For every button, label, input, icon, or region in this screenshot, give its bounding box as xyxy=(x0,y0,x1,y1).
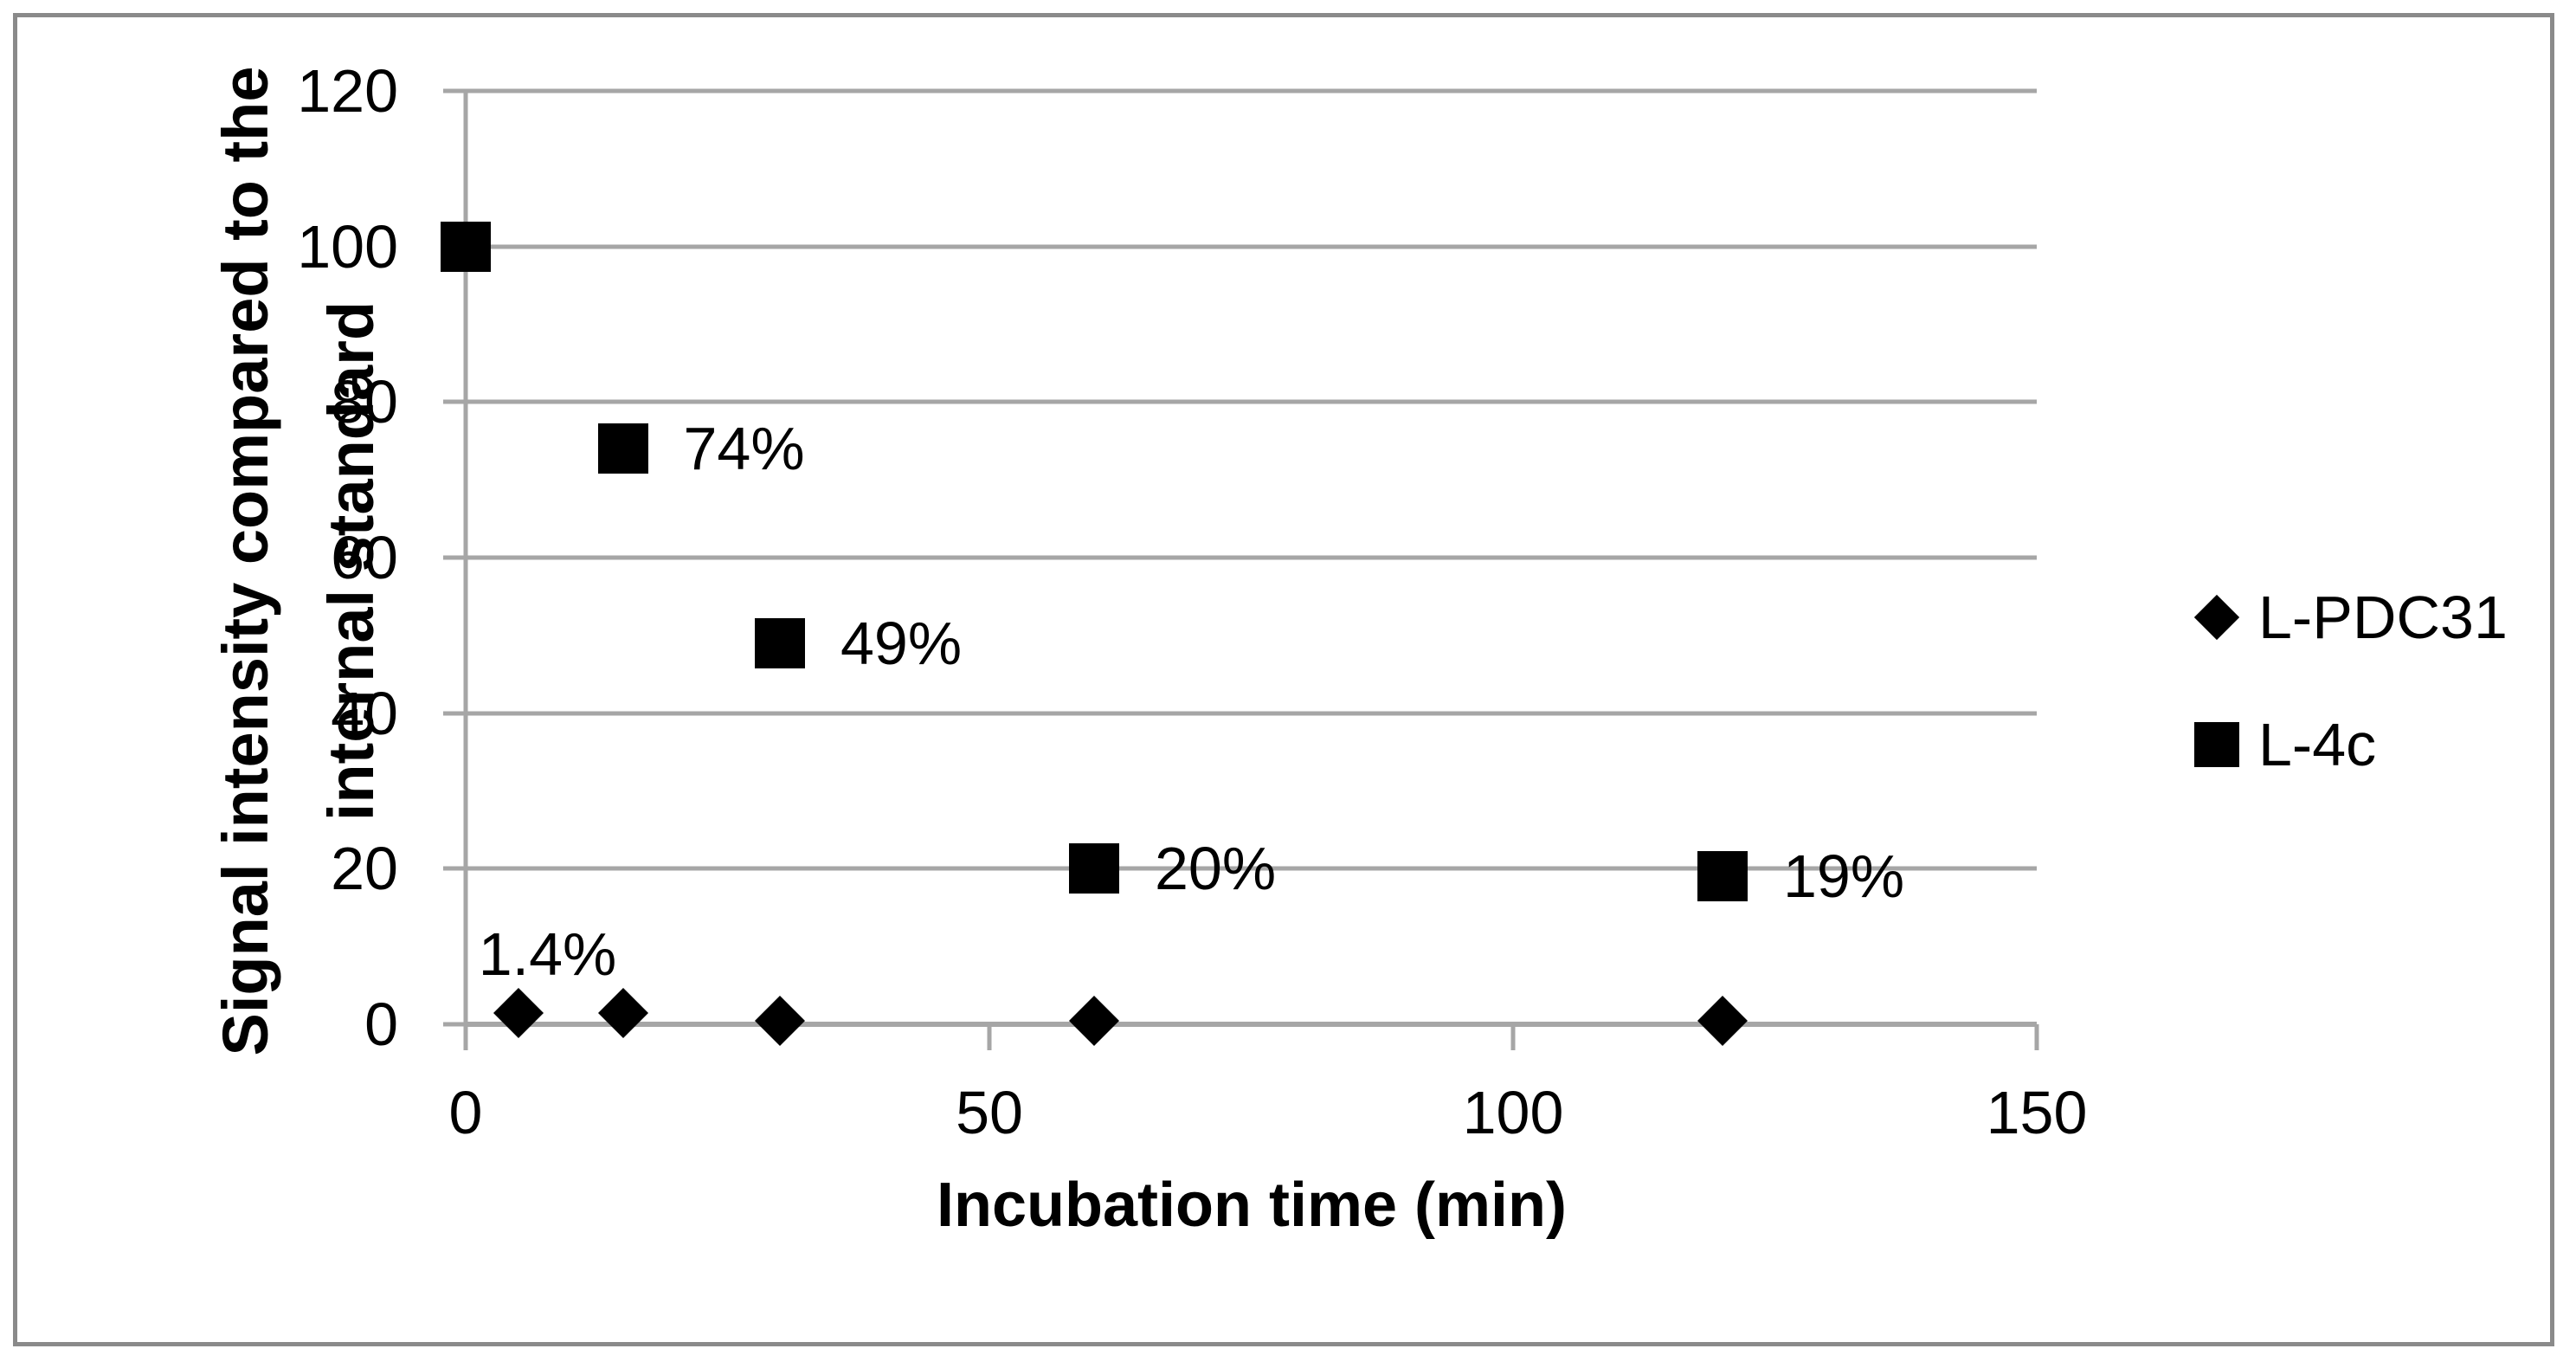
y-tick-label-40: 40 xyxy=(331,679,398,747)
diamond-marker-shape xyxy=(2193,594,2240,641)
x-tick-label-50: 50 xyxy=(956,1079,1023,1146)
legend-square-icon xyxy=(2193,720,2241,769)
grid-line-y-40 xyxy=(466,711,2037,716)
chart-outer-frame xyxy=(13,13,2554,1346)
y-tick-mark-40 xyxy=(443,711,466,716)
y-axis-title-line2: internal standard xyxy=(315,300,387,822)
x-axis-line xyxy=(466,1022,2037,1027)
x-tick-mark-150 xyxy=(2034,1024,2039,1050)
x-tick-mark-50 xyxy=(987,1024,992,1050)
data-label-20%: 20% xyxy=(1155,835,1277,903)
x-axis-title: Incubation time (min) xyxy=(937,1171,1567,1240)
square-marker-shape xyxy=(2194,722,2239,767)
y-axis-title-line1: Signal intensity compared to the xyxy=(209,66,281,1056)
data-point-L-4c-x15 xyxy=(597,423,648,474)
y-tick-mark-0 xyxy=(443,1022,466,1027)
grid-line-y-60 xyxy=(466,555,2037,560)
legend-label-L-4c: L-4c xyxy=(2258,711,2377,778)
data-label-74%: 74% xyxy=(683,415,805,483)
data-point-L-4c-x0 xyxy=(441,221,491,272)
y-tick-mark-20 xyxy=(443,866,466,871)
x-tick-label-150: 150 xyxy=(1986,1079,2088,1146)
y-tick-label-80: 80 xyxy=(331,368,398,436)
y-tick-mark-120 xyxy=(443,88,466,94)
y-axis-line xyxy=(463,91,468,1050)
legend-item-L-PDC31: L-PDC31 xyxy=(2193,587,2508,648)
y-tick-label-100: 100 xyxy=(297,212,398,281)
y-tick-label-60: 60 xyxy=(331,524,398,591)
grid-line-y-80 xyxy=(466,399,2037,404)
x-tick-label-0: 0 xyxy=(448,1079,483,1146)
y-tick-label-120: 120 xyxy=(297,57,398,125)
data-point-L-4c-x120 xyxy=(1697,851,1748,902)
y-tick-mark-80 xyxy=(443,399,466,404)
legend-label-L-PDC31: L-PDC31 xyxy=(2258,584,2508,651)
grid-line-y-120 xyxy=(466,88,2037,94)
x-tick-mark-100 xyxy=(1510,1024,1516,1050)
data-point-L-4c-x60 xyxy=(1069,843,1119,894)
x-tick-label-100: 100 xyxy=(1462,1079,1564,1146)
data-label-1.4%: 1.4% xyxy=(478,920,617,989)
data-label-19%: 19% xyxy=(1783,842,1905,911)
y-axis-title: Signal intensity compared to the interna… xyxy=(193,66,404,1055)
legend-item-L-4c: L-4c xyxy=(2193,714,2376,775)
legend-diamond-icon xyxy=(2193,593,2241,642)
data-label-49%: 49% xyxy=(840,609,963,677)
data-point-L-4c-x30 xyxy=(755,617,805,668)
y-tick-label-0: 0 xyxy=(364,991,398,1058)
grid-line-y-20 xyxy=(466,866,2037,871)
y-tick-label-20: 20 xyxy=(331,835,398,903)
grid-line-y-100 xyxy=(466,244,2037,249)
y-tick-mark-60 xyxy=(443,555,466,560)
